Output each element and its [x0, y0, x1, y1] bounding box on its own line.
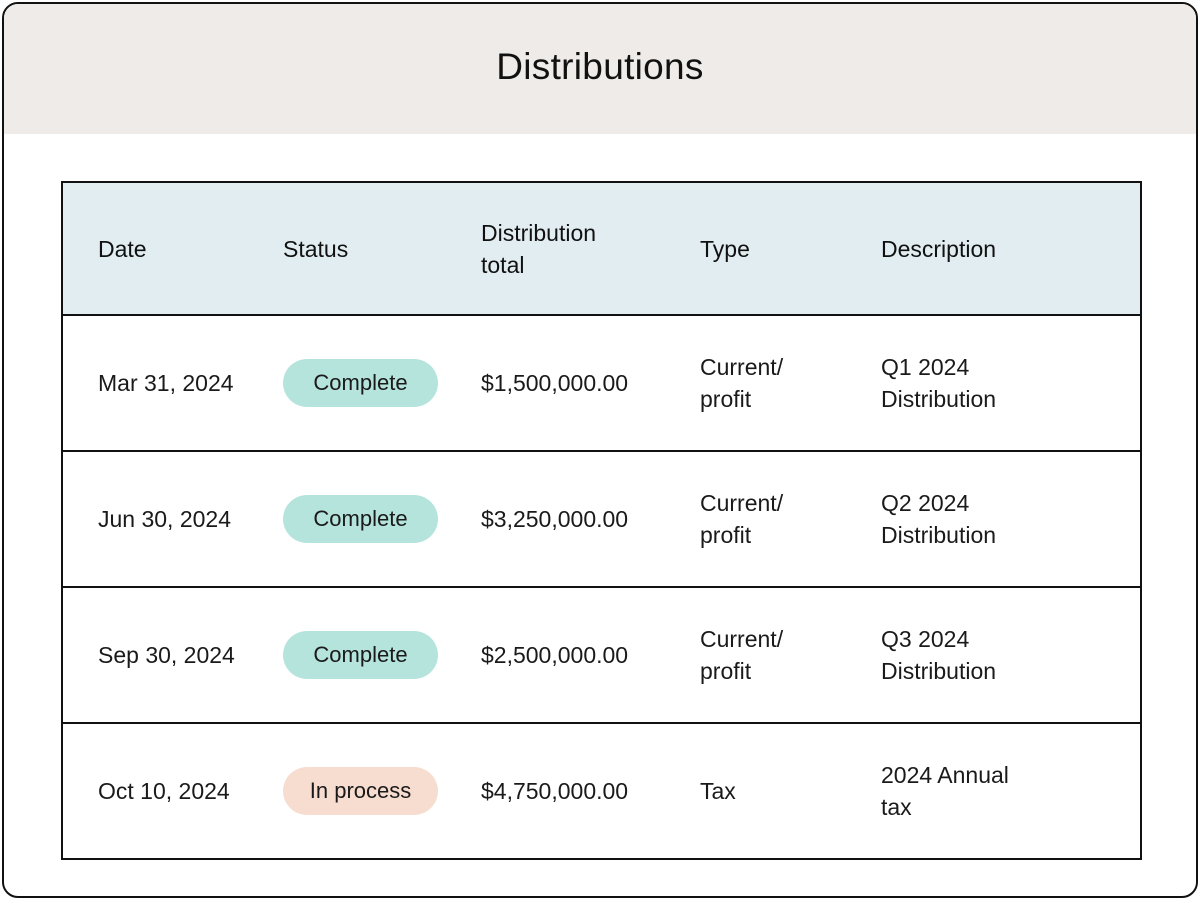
row-type: Current/ profit: [700, 623, 881, 687]
column-header-distribution-total[interactable]: Distribution total: [481, 217, 700, 281]
row-type-line2: profit: [700, 386, 752, 412]
status-badge: In process: [283, 767, 438, 815]
status-badge: Complete: [283, 495, 438, 543]
row-date: Mar 31, 2024: [98, 370, 234, 396]
row-total: $2,500,000.00: [481, 642, 629, 668]
row-desc-line1: Q3 2024: [881, 626, 970, 652]
column-header-type[interactable]: Type: [700, 235, 750, 262]
page-title: Distributions: [496, 46, 704, 87]
table-row[interactable]: Sep 30, 2024 Complete $2,500,000.00 Curr…: [63, 586, 1140, 722]
row-type-line2: profit: [700, 522, 752, 548]
row-desc-line1: Q1 2024: [881, 354, 970, 380]
row-desc-line2: Distribution: [881, 522, 997, 548]
column-header-total-line1: Distribution: [481, 219, 597, 246]
row-type-line1: Tax: [700, 778, 736, 804]
row-type: Current/ profit: [700, 487, 881, 551]
row-date: Oct 10, 2024: [98, 778, 230, 804]
row-type-line1: Current/: [700, 490, 784, 516]
row-description: Q2 2024 Distribution: [881, 487, 1111, 551]
page-header: Distributions: [4, 4, 1196, 134]
row-type: Tax: [700, 775, 881, 807]
column-header-date[interactable]: Date: [98, 235, 147, 262]
column-header-total-line2: total: [481, 251, 525, 278]
row-type-line1: Current/: [700, 626, 784, 652]
row-type-line1: Current/: [700, 354, 784, 380]
table-header-row: Date Status Distribution total Type Desc…: [63, 183, 1140, 314]
column-header-status[interactable]: Status: [283, 235, 349, 262]
row-desc-line2: Distribution: [881, 386, 997, 412]
distributions-table: Date Status Distribution total Type Desc…: [61, 181, 1142, 860]
row-total: $4,750,000.00: [481, 778, 629, 804]
row-total: $3,250,000.00: [481, 506, 629, 532]
column-header-description[interactable]: Description: [881, 235, 997, 262]
row-status-cell: Complete: [283, 631, 481, 679]
row-total: $1,500,000.00: [481, 370, 629, 396]
table-row[interactable]: Jun 30, 2024 Complete $3,250,000.00 Curr…: [63, 450, 1140, 586]
row-status-cell: Complete: [283, 495, 481, 543]
row-type: Current/ profit: [700, 351, 881, 415]
row-description: Q1 2024 Distribution: [881, 351, 1111, 415]
row-desc-line2: Distribution: [881, 658, 997, 684]
row-desc-line2: tax: [881, 794, 912, 820]
row-desc-line1: 2024 Annual: [881, 762, 1009, 788]
row-description: 2024 Annual tax: [881, 759, 1111, 823]
status-badge: Complete: [283, 359, 438, 407]
row-status-cell: In process: [283, 767, 481, 815]
row-date: Sep 30, 2024: [98, 642, 235, 668]
table-row[interactable]: Mar 31, 2024 Complete $1,500,000.00 Curr…: [63, 314, 1140, 450]
status-badge: Complete: [283, 631, 438, 679]
table-row[interactable]: Oct 10, 2024 In process $4,750,000.00 Ta…: [63, 722, 1140, 858]
row-type-line2: profit: [700, 658, 752, 684]
row-date: Jun 30, 2024: [98, 506, 232, 532]
row-description: Q3 2024 Distribution: [881, 623, 1111, 687]
row-desc-line1: Q2 2024: [881, 490, 970, 516]
row-status-cell: Complete: [283, 359, 481, 407]
